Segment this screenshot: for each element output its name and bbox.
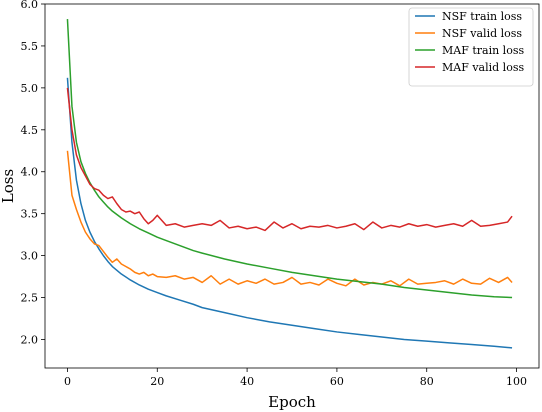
series-line-nsf-train-loss: [66, 77, 513, 349]
x-axis-label: Epoch: [268, 393, 316, 411]
y-tick-label: 2.0: [21, 333, 39, 346]
ticks-layer: 0 20 40 60 80 100 2.0 2.5 3.0 3.5 4.0 4.5 5.0 5.5 6.0: [21, 0, 528, 388]
series-line-maf-valid-loss: [66, 87, 513, 232]
y-tick-label: 3.5: [21, 208, 39, 221]
x-tick-label: 0: [64, 375, 71, 388]
series-line-nsf-valid-loss: [66, 150, 513, 287]
x-tick-label: 100: [506, 375, 527, 388]
legend-frame: [408, 7, 534, 87]
legend-label-nsf-valid-loss: NSF valid loss: [442, 27, 522, 40]
series-layer: [66, 19, 513, 349]
y-tick-label: 6.0: [21, 0, 39, 11]
y-tick-label: 3.0: [21, 250, 39, 263]
y-tick-label: 2.5: [21, 292, 39, 305]
x-tick-label: 80: [420, 375, 434, 388]
y-tick-label: 5.5: [21, 40, 39, 53]
legend-label-nsf-train-loss: NSF train loss: [442, 10, 522, 23]
x-tick-label: 60: [330, 375, 344, 388]
legend: NSF train loss NSF valid loss MAF train lo…: [408, 7, 534, 87]
y-tick-label: 5.0: [21, 82, 39, 95]
x-tick-label: 40: [240, 375, 254, 388]
legend-label-maf-valid-loss: MAF valid loss: [442, 61, 524, 74]
x-tick-label: 20: [150, 375, 164, 388]
y-tick-label: 4.5: [21, 124, 39, 137]
legend-label-maf-train-loss: MAF train loss: [442, 44, 524, 57]
y-axis-label: Loss: [0, 169, 17, 203]
y-tick-label: 4.0: [21, 166, 39, 179]
